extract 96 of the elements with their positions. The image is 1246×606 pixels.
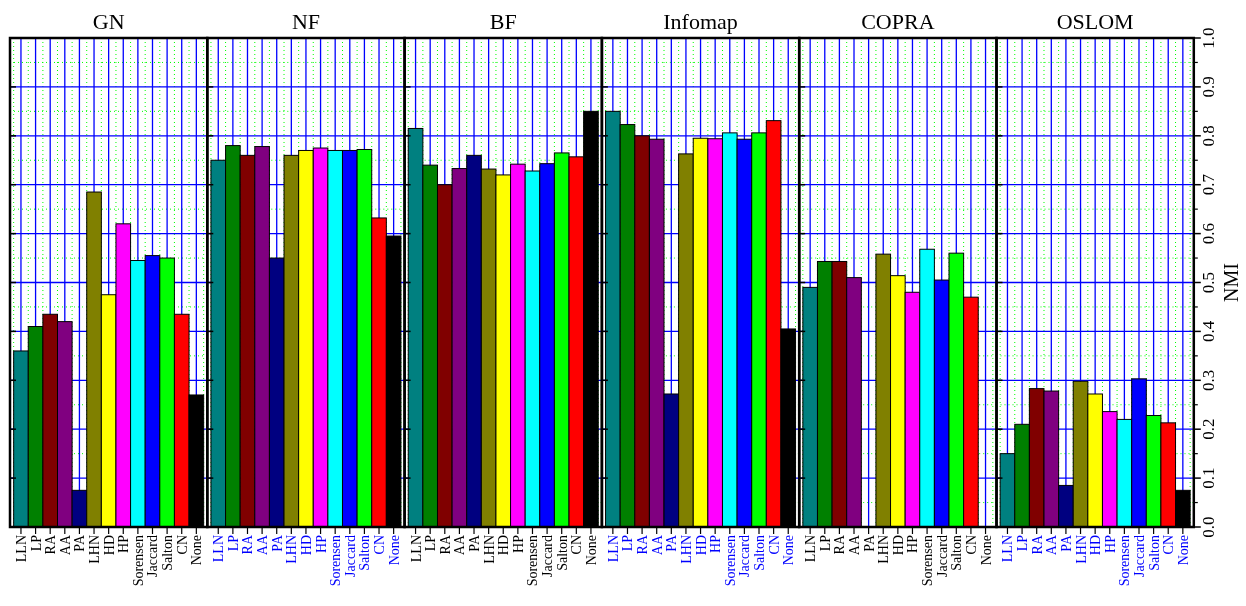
x-tick-label: RA xyxy=(437,534,453,555)
y-tick-label: 1.0 xyxy=(1198,27,1218,49)
x-tick-label: Jaccard xyxy=(342,535,358,577)
x-tick-label: AA xyxy=(1044,534,1060,556)
x-tick-label: RA xyxy=(240,534,256,555)
x-tick-label: AA xyxy=(847,534,863,556)
x-tick-label: Sorensen xyxy=(130,535,146,587)
x-tick-label: LHN xyxy=(678,535,694,564)
x-tick-label: PA xyxy=(467,534,483,552)
x-tick-label: Sorensen xyxy=(1117,535,1133,587)
x-tick-label: HD xyxy=(693,535,709,556)
chart-title: OSLOM xyxy=(1056,9,1134,34)
chart-title: NF xyxy=(291,9,321,34)
x-tick-label: LLN xyxy=(211,535,227,563)
x-tick-label: LP xyxy=(28,534,44,552)
x-tick-label: CN xyxy=(766,535,782,555)
y-tick-label: 0.4 xyxy=(1198,320,1218,343)
y-tick-label: 0.1 xyxy=(1198,467,1218,489)
x-tick-label: PA xyxy=(861,534,877,552)
x-tick-label: CN xyxy=(569,535,585,555)
chart-title: COPRA xyxy=(861,9,935,34)
x-tick-label: HP xyxy=(905,534,921,553)
x-tick-label: AA xyxy=(255,534,271,556)
x-tick-label: RA xyxy=(832,534,848,555)
x-tick-label: Salton xyxy=(949,535,965,571)
x-tick-label: LHN xyxy=(284,535,300,564)
x-tick-label: None xyxy=(189,535,205,566)
y-tick-label: 0.9 xyxy=(1198,76,1218,98)
x-tick-label: HP xyxy=(708,534,724,553)
x-tick-label: LP xyxy=(1015,534,1031,552)
x-tick-label: PA xyxy=(72,534,88,552)
x-tick-label: LLN xyxy=(13,535,29,563)
x-tick-label: LLN xyxy=(408,535,424,563)
x-tick-label: Sorensen xyxy=(722,535,738,587)
x-tick-label: RA xyxy=(635,534,651,555)
x-tick-label: Sorensen xyxy=(328,535,344,587)
x-tick-label: LLN xyxy=(803,535,819,563)
y-tick-label: 0.8 xyxy=(1198,125,1218,147)
x-tick-label: Jaccard xyxy=(1131,535,1147,577)
x-tick-label: Salton xyxy=(752,535,768,571)
y-tick-label: 0.6 xyxy=(1198,222,1218,245)
x-tick-label: Sorensen xyxy=(525,535,541,587)
x-tick-label: HD xyxy=(101,535,117,556)
x-tick-label: CN xyxy=(372,535,388,555)
y-tick-label: 0.5 xyxy=(1198,271,1218,294)
x-tick-label: LHN xyxy=(1073,535,1089,564)
x-tick-label: Jaccard xyxy=(934,535,950,577)
x-tick-label: Salton xyxy=(160,535,176,571)
x-tick-label: LHN xyxy=(481,535,497,564)
y-tick-label: 0.7 xyxy=(1198,173,1218,196)
x-tick-label: Jaccard xyxy=(737,535,753,577)
x-tick-label: LP xyxy=(817,534,833,552)
x-tick-label: RA xyxy=(43,534,59,555)
x-tick-label: Salton xyxy=(1146,535,1162,571)
y-tick-label: 0.3 xyxy=(1198,369,1218,391)
x-tick-label: PA xyxy=(1058,534,1074,552)
x-tick-label: LHN xyxy=(876,535,892,564)
x-tick-label: Salton xyxy=(554,535,570,571)
y-tick-label: 0.0 xyxy=(1198,516,1218,538)
y-axis-title: NMI xyxy=(1219,263,1242,302)
x-tick-label: HD xyxy=(496,535,512,556)
x-tick-label: LP xyxy=(225,534,241,552)
x-tick-label: LLN xyxy=(1000,535,1016,563)
x-tick-label: AA xyxy=(649,534,665,556)
x-tick-label: CN xyxy=(174,535,190,555)
x-tick-label: Jaccard xyxy=(145,535,161,577)
x-tick-label: HD xyxy=(1088,535,1104,556)
x-tick-label: HD xyxy=(298,535,314,556)
x-tick-label: LLN xyxy=(605,535,621,563)
x-tick-label: Salton xyxy=(357,535,373,571)
x-tick-label: PA xyxy=(269,534,285,552)
x-tick-label: HP xyxy=(1102,534,1118,553)
x-tick-label: AA xyxy=(57,534,73,556)
x-tick-label: Sorensen xyxy=(920,535,936,587)
x-tick-label: CN xyxy=(963,535,979,555)
x-tick-label: None xyxy=(386,535,402,566)
x-tick-label: HP xyxy=(313,534,329,553)
x-tick-label: PA xyxy=(664,534,680,552)
x-tick-label: None xyxy=(781,535,797,566)
x-tick-label: CN xyxy=(1161,535,1177,555)
x-tick-label: RA xyxy=(1029,534,1045,555)
chart-title: Infomap xyxy=(663,9,738,34)
x-tick-label: Jaccard xyxy=(540,535,556,577)
x-tick-label: None xyxy=(583,535,599,566)
x-tick-label: None xyxy=(978,535,994,566)
x-tick-label: HP xyxy=(116,534,132,553)
x-tick-label: HD xyxy=(890,535,906,556)
x-tick-label: LP xyxy=(423,534,439,552)
x-tick-label: AA xyxy=(452,534,468,556)
chart-title: BF xyxy=(489,9,517,34)
y-tick-label: 0.2 xyxy=(1198,418,1218,440)
x-tick-label: None xyxy=(1175,535,1191,566)
x-tick-label: LHN xyxy=(87,535,103,564)
x-tick-label: LP xyxy=(620,534,636,552)
chart-title: GN xyxy=(92,9,125,34)
x-tick-label: HP xyxy=(510,534,526,553)
